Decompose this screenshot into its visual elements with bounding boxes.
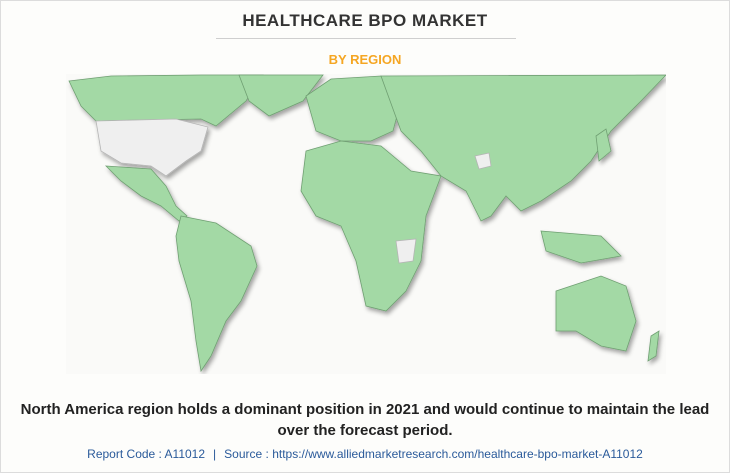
united-states — [95, 118, 209, 177]
title: HEALTHCARE BPO MARKET — [242, 11, 488, 30]
continents — [68, 74, 666, 373]
asia-region — [474, 152, 492, 170]
japan — [595, 128, 612, 162]
world-map — [66, 74, 666, 374]
australia — [555, 275, 637, 352]
asia — [380, 74, 666, 222]
europe — [305, 75, 402, 142]
canada-alaska — [68, 74, 264, 127]
source: Source : https://www.alliedmarketresearc… — [224, 447, 643, 461]
caption: North America region holds a dominant po… — [20, 401, 710, 439]
separator: | — [213, 447, 217, 461]
subtitle: BY REGION — [328, 52, 402, 67]
greenland — [238, 74, 324, 117]
title-rule — [216, 38, 516, 39]
southeast-asia — [540, 230, 622, 264]
south-america — [175, 215, 258, 373]
new-zealand — [647, 330, 660, 362]
report-code: Report Code : A11012 — [87, 447, 206, 461]
footer: Report Code : A11012 | Source : https://ww… — [1, 447, 729, 461]
southern-africa-region — [395, 238, 417, 264]
africa — [300, 140, 442, 312]
